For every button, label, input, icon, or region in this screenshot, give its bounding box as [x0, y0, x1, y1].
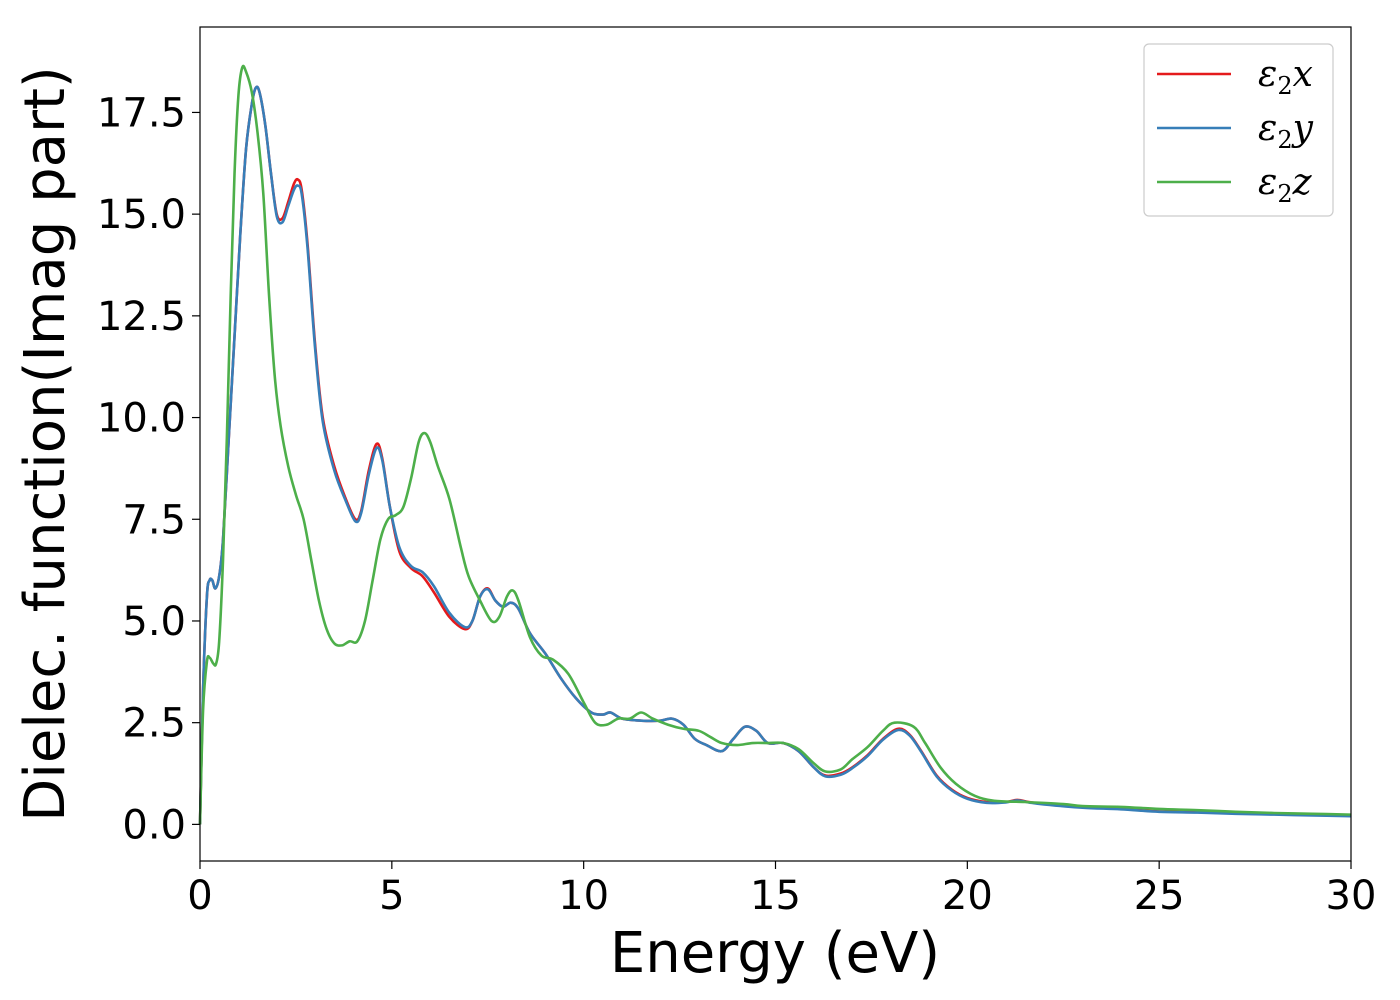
- series-lines: [198, 64, 1352, 825]
- x-axis-label: Energy (eV): [610, 921, 940, 986]
- y-tick-label: 0.0: [122, 802, 186, 848]
- series-line-eps2y: [198, 85, 1352, 825]
- legend: ε2x ε2y ε2z: [1143, 43, 1334, 217]
- y-axis-ticks: 0.0 2.5 5.0 7.5 10.0 12.5 15.0 17.5: [97, 90, 200, 848]
- y-axis-label: Dielec. function(Imag part): [13, 66, 78, 822]
- x-tick-label: 15: [750, 873, 801, 919]
- x-tick-label: 5: [379, 873, 404, 919]
- legend-label-eps2y: ε2y: [1258, 108, 1314, 154]
- x-tick-label: 20: [942, 873, 993, 919]
- x-axis-ticks: 0 5 10 15 20 25 30: [187, 861, 1376, 919]
- y-tick-label: 2.5: [122, 701, 186, 747]
- legend-box: [1143, 43, 1334, 217]
- x-tick-label: 25: [1134, 873, 1185, 919]
- x-tick-label: 0: [187, 873, 212, 919]
- y-tick-label: 12.5: [97, 294, 186, 340]
- series-line-eps2z: [198, 64, 1352, 825]
- y-tick-label: 7.5: [122, 497, 186, 543]
- y-tick-label: 15.0: [97, 192, 186, 238]
- legend-label-eps2x: ε2x: [1258, 54, 1313, 100]
- legend-label-eps2z: ε2z: [1258, 162, 1313, 208]
- x-tick-label: 10: [558, 873, 609, 919]
- y-tick-label: 10.0: [97, 396, 186, 442]
- y-tick-label: 17.5: [97, 90, 186, 136]
- x-tick-label: 30: [1326, 873, 1377, 919]
- y-tick-label: 5.0: [122, 599, 186, 645]
